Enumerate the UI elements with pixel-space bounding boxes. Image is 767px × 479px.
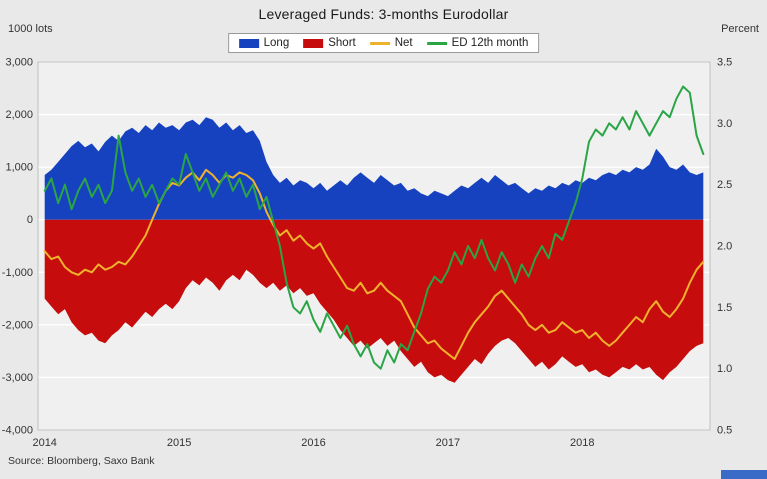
- long-swatch-icon: [238, 38, 259, 48]
- net-swatch-icon: [369, 41, 390, 45]
- legend-label: ED 12th month: [451, 37, 529, 49]
- x-axis-tick-label: 2015: [167, 437, 191, 449]
- x-axis-tick-label: 2014: [32, 437, 56, 449]
- scrollbar-fragment[interactable]: [721, 470, 767, 479]
- left-axis-tick-label: -2,000: [2, 319, 33, 331]
- left-axis-tick-label: 2,000: [5, 109, 33, 121]
- right-axis-tick-label: 2.0: [717, 241, 732, 253]
- right-axis-tick-label: 3.0: [717, 118, 732, 130]
- area-long: [44, 117, 704, 220]
- left-axis-tick-label: 3,000: [5, 57, 33, 69]
- right-axis-tick-label: 1.0: [717, 363, 732, 375]
- left-axis-tick-label: -1,000: [2, 267, 33, 279]
- left-axis-tick-label: 0: [27, 214, 33, 226]
- legend-item-long[interactable]: Long: [238, 37, 290, 49]
- legend-item-ed-12th-month[interactable]: ED 12th month: [426, 37, 529, 49]
- left-axis-tick-label: 1,000: [5, 162, 33, 174]
- left-axis-tick-label: -4,000: [2, 425, 33, 437]
- legend-label: Short: [328, 37, 356, 49]
- chart-title: Leveraged Funds: 3-months Eurodollar: [258, 6, 509, 22]
- area-short: [44, 219, 704, 383]
- short-swatch-icon: [303, 38, 324, 48]
- source-text: Source: Bloomberg, Saxo Bank: [8, 455, 155, 467]
- left-axis-unit-label: 1000 lots: [8, 23, 53, 35]
- legend: Long Short Net ED 12th month: [227, 33, 540, 53]
- right-axis-tick-label: 2.5: [717, 179, 732, 191]
- x-axis-tick-label: 2017: [436, 437, 460, 449]
- plot-border: [37, 61, 711, 431]
- line-net: [43, 168, 705, 360]
- legend-label: Net: [394, 37, 413, 49]
- ed-12th-month-swatch-icon: [426, 41, 447, 45]
- right-axis-tick-label: 0.5: [717, 425, 732, 437]
- legend-item-net[interactable]: Net: [369, 37, 413, 49]
- legend-item-short[interactable]: Short: [303, 37, 356, 49]
- right-axis-unit-label: Percent: [721, 23, 759, 35]
- right-axis-tick-label: 1.5: [717, 302, 732, 314]
- legend-label: Long: [263, 37, 290, 49]
- right-axis-tick-label: 3.5: [717, 57, 732, 69]
- x-axis-tick-label: 2018: [570, 437, 594, 449]
- x-axis-tick-label: 2016: [301, 437, 325, 449]
- line-ed-12th-month: [43, 85, 705, 370]
- left-axis-tick-label: -3,000: [2, 372, 33, 384]
